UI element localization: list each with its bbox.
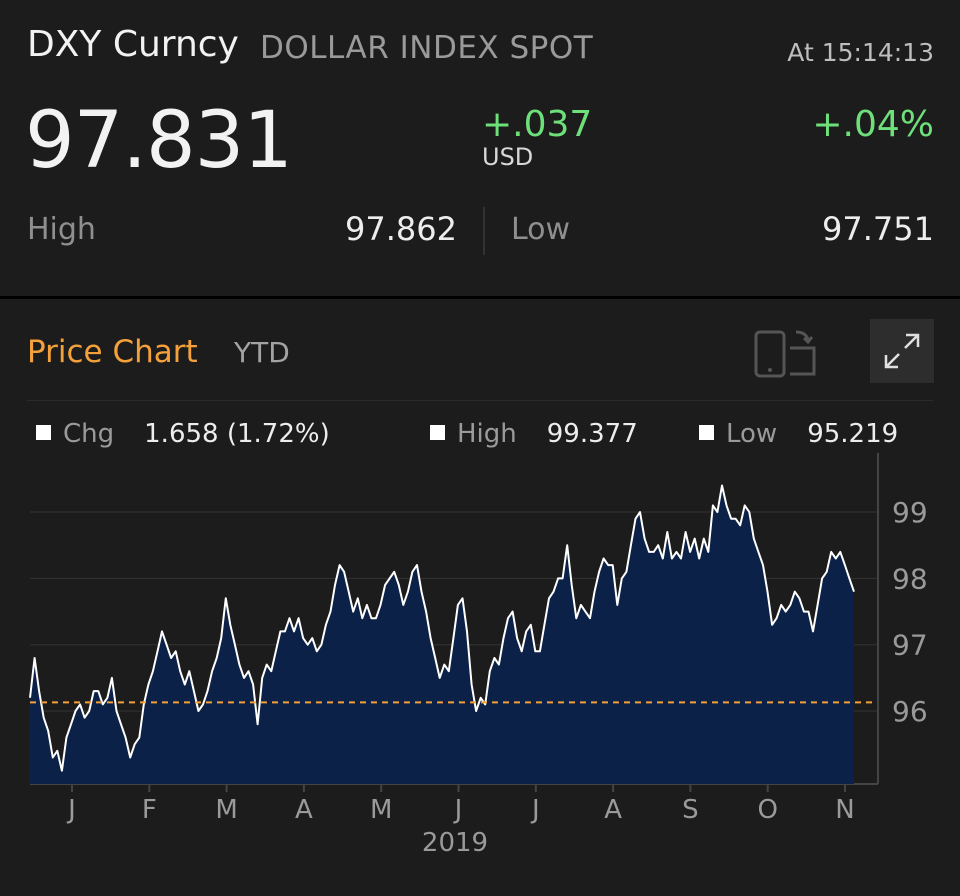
currency-label: USD <box>482 143 534 171</box>
x-tick-label: M <box>215 795 237 825</box>
low-marker <box>699 425 714 440</box>
expand-icon[interactable] <box>870 319 934 383</box>
stat-change: Chg 1.658 (1.72%) <box>36 419 330 449</box>
high-label: High <box>27 212 96 247</box>
quote-panel: DXY Curncy DOLLAR INDEX SPOT At 15:14:13… <box>0 0 960 296</box>
y-tick-label: 98 <box>892 562 928 595</box>
quote-timestamp: At 15:14:13 <box>787 38 934 67</box>
x-tick-label: N <box>835 795 854 825</box>
y-tick-label: 96 <box>892 695 928 728</box>
x-tick-label: O <box>757 795 777 825</box>
low-value: 97.751 <box>822 210 934 248</box>
security-name: DOLLAR INDEX SPOT <box>260 30 594 66</box>
x-tick-label: M <box>370 795 392 825</box>
price-chart-panel: Price Chart YTD Chg 1.658 (1.72%) High 99.… <box>0 299 960 896</box>
low-label: Low <box>511 212 571 247</box>
stat-high-value: 99.377 <box>546 419 638 449</box>
high-marker <box>430 425 445 440</box>
last-price: 97.831 <box>25 96 293 186</box>
price-chart-title: Price Chart <box>27 334 198 370</box>
x-tick-label: J <box>453 795 463 825</box>
x-tick-label: J <box>530 795 540 825</box>
x-axis-year: 2019 <box>422 828 488 858</box>
price-area <box>30 485 854 784</box>
stat-change-label: Chg <box>63 419 115 449</box>
high-value: 97.862 <box>345 210 457 248</box>
ticker-symbol: DXY Curncy <box>27 24 239 65</box>
x-tick-label: F <box>142 795 157 825</box>
price-chart[interactable]: 96 97 98 99 J F M A M J J A S O N 2019 <box>0 299 960 896</box>
panel-rule <box>27 400 933 401</box>
stat-low: Low 95.219 <box>699 419 898 449</box>
section-divider <box>0 296 960 299</box>
stat-low-label: Low <box>726 419 778 449</box>
stat-high-label: High <box>457 419 517 449</box>
stat-high: High 99.377 <box>430 419 638 449</box>
percent-change: +.04% <box>812 104 934 145</box>
rotate-device-icon[interactable] <box>752 326 822 382</box>
x-tick-label: J <box>66 795 76 825</box>
stat-low-value: 95.219 <box>807 419 899 449</box>
y-tick-label: 97 <box>892 629 928 662</box>
change-marker <box>36 425 51 440</box>
y-tick-label: 99 <box>892 496 928 529</box>
stat-change-value: 1.658 (1.72%) <box>144 419 330 449</box>
net-change: +.037 <box>482 104 593 145</box>
price-line <box>29 484 855 772</box>
x-tick-label: A <box>295 795 313 825</box>
x-tick-label: A <box>604 795 622 825</box>
high-low-divider <box>483 207 485 255</box>
range-selector[interactable]: YTD <box>234 336 290 369</box>
x-tick-label: S <box>682 795 699 825</box>
